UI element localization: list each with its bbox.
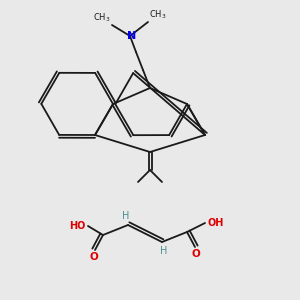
Text: CH$_3$: CH$_3$ [149,8,166,21]
Text: O: O [90,252,98,262]
Text: H: H [160,246,168,256]
Text: HO: HO [70,221,86,231]
Text: O: O [192,249,200,259]
Text: H: H [122,211,130,221]
Text: CH$_3$: CH$_3$ [94,11,111,24]
Text: N: N [128,31,136,41]
Text: OH: OH [207,218,224,228]
